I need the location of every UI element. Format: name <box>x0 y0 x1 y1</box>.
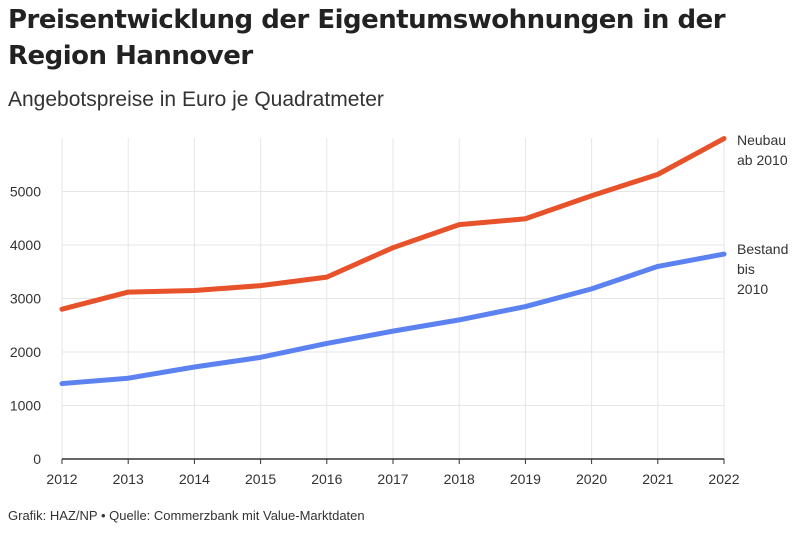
x-tick-label: 2015 <box>245 471 276 487</box>
line-chart: 2012 2013 2014 2015 2016 2017 2018 2019 2020 2021… <box>10 132 789 488</box>
x-tick-label: 2022 <box>708 471 739 487</box>
x-tick-label: 2016 <box>311 471 342 487</box>
x-tick-label: 2018 <box>444 471 475 487</box>
y-tick-label: 0 <box>33 451 41 467</box>
x-tick-label: 2012 <box>46 471 77 487</box>
series-label-bestand: 2010 <box>737 281 768 297</box>
source-footer: Grafik: HAZ/NP • Quelle: Commerzbank mit… <box>8 508 365 523</box>
series-label-neubau: Neubau <box>737 132 786 148</box>
series-line-neubau <box>59 136 727 312</box>
y-tick-label: 4000 <box>10 237 41 253</box>
y-tick-label: 5000 <box>10 184 41 200</box>
x-tick-label: 2014 <box>179 471 210 487</box>
series-labels: Neubau ab 2010 Bestand bis 2010 <box>737 132 788 297</box>
y-tick-label: 1000 <box>10 398 41 414</box>
x-tick-label: 2019 <box>510 471 541 487</box>
x-tick-label: 2020 <box>576 471 607 487</box>
x-tick-label: 2013 <box>113 471 144 487</box>
series-label-neubau: ab 2010 <box>737 152 788 168</box>
chart-subtitle: Angebotspreise in Euro je Quadratmeter <box>8 88 384 111</box>
series-line-bestand <box>59 251 727 387</box>
gridlines <box>61 138 725 459</box>
series-label-bestand: bis <box>737 261 755 277</box>
axes: 2012 2013 2014 2015 2016 2017 2018 2019 2020 2021… <box>10 184 740 488</box>
y-tick-label: 2000 <box>10 344 41 360</box>
chart-title: Preisentwicklung der Eigentumswohnungen … <box>8 5 726 71</box>
x-tick-label: 2017 <box>377 471 408 487</box>
series-lines <box>59 136 727 387</box>
x-tick-label: 2021 <box>642 471 673 487</box>
y-tick-label: 3000 <box>10 291 41 307</box>
series-label-bestand: Bestand <box>737 241 788 257</box>
